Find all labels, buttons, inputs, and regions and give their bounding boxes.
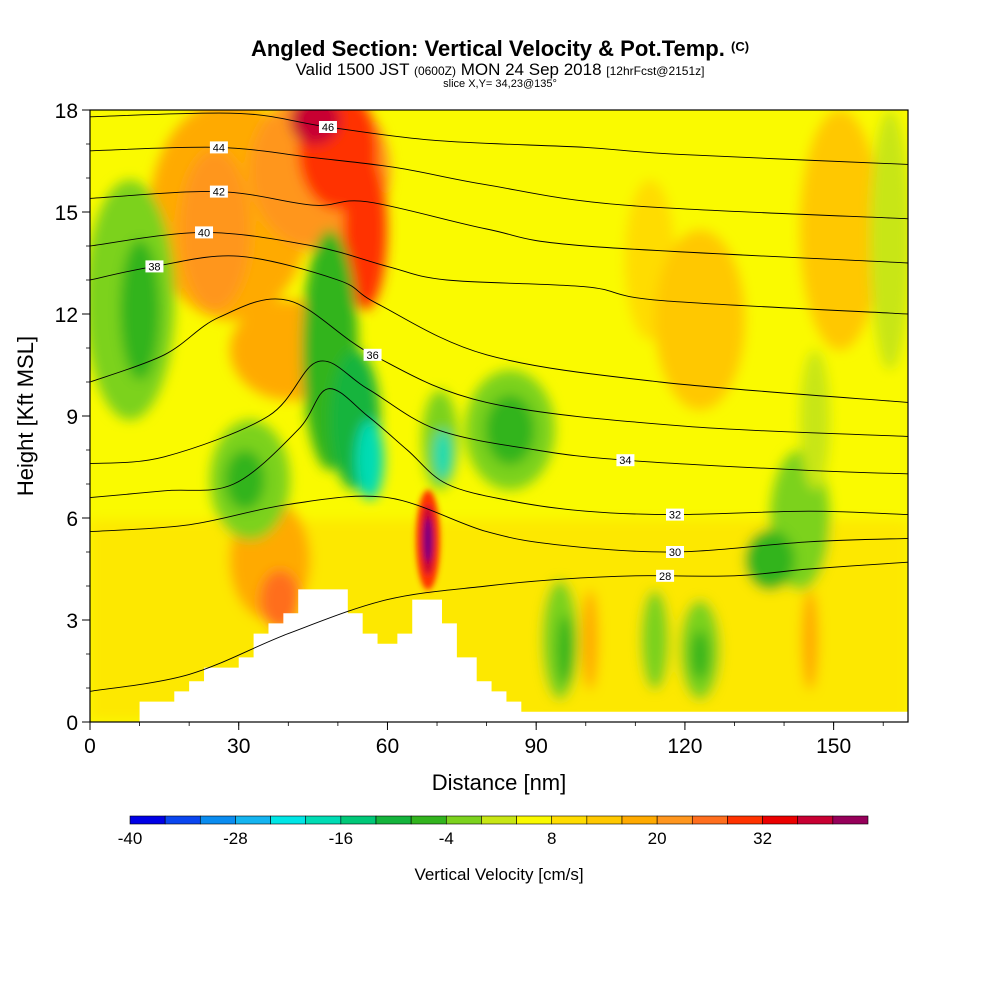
colorbar-swatch: [445, 815, 482, 825]
contour-label-box: [195, 226, 214, 239]
contour-label-box: [665, 508, 684, 521]
x-tick-label: 0: [84, 735, 96, 758]
potential-temperature-contours: [90, 112, 908, 692]
colorbar-swatch: [164, 815, 201, 825]
x-tick-label: 120: [667, 735, 702, 758]
colorbar-swatch: [586, 815, 623, 825]
colorbar-swatch: [481, 815, 517, 825]
contour-34: [90, 360, 908, 475]
contour-label-40: 40: [198, 227, 210, 239]
y-tick-label: 0: [66, 712, 78, 735]
colorbar-swatch: [340, 815, 377, 825]
colorbar-swatch: [621, 815, 658, 825]
colorbar-swatch: [832, 815, 869, 825]
colorbar-swatch: [762, 815, 799, 825]
y-tick-label: 12: [55, 304, 78, 327]
colorbar-tick-label: 8: [547, 829, 556, 848]
contour-label-box: [665, 546, 684, 558]
colorbar-swatch: [375, 815, 412, 825]
colorbar-swatch: [305, 815, 342, 825]
contour-label-32: 32: [669, 510, 681, 522]
contour-46: [90, 112, 908, 165]
y-tick-label: 18: [55, 100, 78, 123]
contour-label-box: [209, 185, 228, 198]
y-tick-label: 15: [55, 202, 78, 225]
colorbar-swatch: [235, 815, 271, 825]
contour-label-box: [209, 141, 228, 154]
colorbar-swatch: [656, 815, 693, 825]
colorbar-tick-label: -28: [223, 829, 248, 848]
velocity-field: 28 30 32 34 36 38 40 42 44 46: [90, 110, 908, 722]
contour-30: [90, 495, 908, 553]
valid-date: MON 24 Sep 2018: [460, 60, 602, 79]
colorbar-swatch: [551, 815, 588, 825]
contour-label-38: 38: [148, 261, 160, 273]
colorbar-swatch: [129, 815, 166, 825]
colorbar: [129, 815, 869, 825]
slice-info: slice X,Y= 34,23@135°: [443, 78, 557, 90]
contour-labels: 28 30 32 34 36 38 40 42 44 46: [145, 121, 684, 583]
colorbar-swatch: [270, 815, 307, 825]
y-axis-ticks: 0 3 6 9 12 15 18: [55, 100, 90, 735]
valid-zulu: (0600Z): [413, 64, 456, 78]
forecast-info: [12hrFcst@2151z]: [606, 64, 705, 78]
colorbar-tick-label: -40: [118, 829, 143, 848]
contour-28: [90, 561, 908, 692]
contour-38: [90, 255, 908, 403]
x-tick-label: 150: [816, 735, 851, 758]
colorbar-swatch: [410, 815, 447, 825]
y-tick-label: 9: [66, 406, 78, 429]
colorbar-label: Vertical Velocity [cm/s]: [414, 865, 583, 884]
colorbar-tick-label: -16: [329, 829, 354, 848]
contour-label-box: [656, 569, 675, 582]
contour-label-36: 36: [366, 350, 378, 362]
x-tick-label: 60: [376, 735, 399, 758]
colorbar-swatch: [516, 815, 553, 825]
contour-label-box: [616, 454, 635, 467]
contour-label-box: [145, 260, 164, 273]
contour-label-34: 34: [619, 455, 631, 467]
valid-time-line: Valid 1500 JST (0600Z) MON 24 Sep 2018 […: [0, 60, 1000, 80]
y-tick-label: 3: [66, 610, 78, 633]
y-tick-label: 6: [66, 508, 78, 531]
contour-label-box: [363, 348, 382, 361]
colorbar-tick-label: 32: [753, 829, 772, 848]
x-tick-label: 30: [227, 735, 250, 758]
colorbar-swatch: [797, 815, 834, 825]
x-tick-label: 90: [525, 735, 548, 758]
terrain-mask: [139, 589, 908, 722]
valid-time: Valid 1500 JST: [295, 60, 410, 79]
contour-label-28: 28: [659, 571, 671, 583]
contour-label-42: 42: [213, 187, 225, 199]
colorbar-swatch: [691, 815, 728, 825]
chart-title: Angled Section: Vertical Velocity & Pot.…: [250, 36, 750, 61]
y-axis-label: Height [Kft MSL]: [13, 336, 38, 496]
contour-40: [90, 231, 908, 315]
colorbar-swatch: [727, 815, 763, 825]
x-axis-label: Distance [nm]: [432, 770, 567, 795]
contour-32: [90, 388, 908, 516]
colorbar-ticks: -40 -28 -16 -4 8 20 32: [118, 829, 772, 848]
contour-label-46: 46: [322, 122, 334, 134]
colorbar-tick-label: -4: [439, 829, 454, 848]
contour-label-box: [318, 121, 337, 133]
contour-label-44: 44: [213, 142, 225, 154]
colorbar-tick-label: 20: [648, 829, 667, 848]
colorbar-swatch: [199, 815, 236, 825]
x-axis-ticks: 0 30 60 90 120 150: [84, 722, 884, 758]
contour-label-30: 30: [669, 547, 681, 559]
